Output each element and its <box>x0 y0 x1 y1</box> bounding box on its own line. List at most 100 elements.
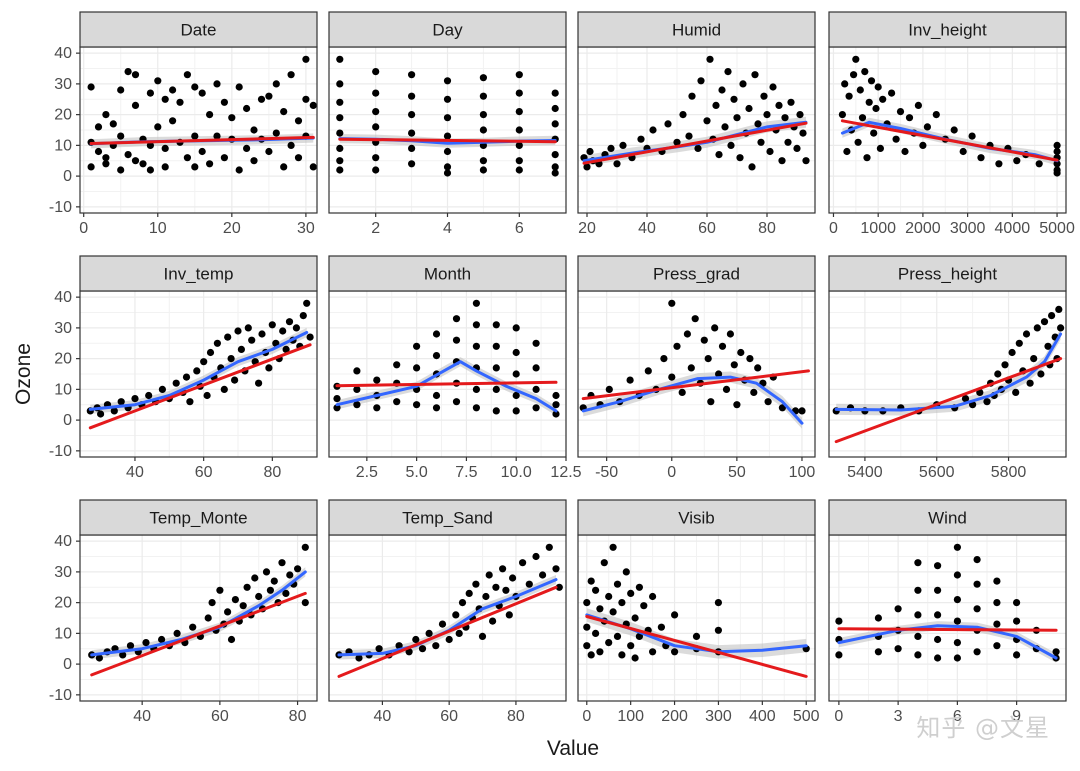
data-point <box>452 398 461 406</box>
linear-fit-line-inv-height <box>840 119 1059 162</box>
linear-fit-line-humid <box>582 121 808 165</box>
data-point <box>372 166 380 174</box>
data-point <box>1053 141 1061 149</box>
data-point <box>856 86 864 94</box>
data-point <box>158 635 166 644</box>
data-point <box>750 388 758 396</box>
linear-fit-line-press-height <box>834 357 1063 444</box>
data-point <box>959 147 967 156</box>
data-point <box>993 620 1001 628</box>
x-tick-label: 20 <box>578 220 596 237</box>
facet-label-press-height: Press_height <box>898 265 998 284</box>
data-point <box>131 157 140 165</box>
data-point <box>393 361 401 369</box>
data-point <box>587 651 595 659</box>
data-point <box>203 391 211 400</box>
data-point <box>255 592 263 601</box>
data-point <box>605 592 613 601</box>
data-point <box>282 589 290 598</box>
data-point <box>733 114 741 122</box>
data-point <box>220 154 228 162</box>
data-point <box>102 154 110 162</box>
data-point <box>257 95 266 103</box>
data-point <box>492 407 500 415</box>
data-point <box>224 333 232 341</box>
data-point <box>703 117 711 125</box>
data-point <box>272 129 280 137</box>
x-tick-label: 4 <box>443 220 452 237</box>
data-point <box>515 157 523 165</box>
data-point <box>973 605 981 613</box>
x-tick-label: 7.5 <box>455 464 477 481</box>
x-tick-label: 0 <box>667 464 676 481</box>
data-point <box>953 639 962 647</box>
data-point <box>443 147 452 156</box>
x-tick-label: 6 <box>953 708 962 725</box>
data-point <box>303 299 311 307</box>
data-point <box>87 163 95 171</box>
data-point <box>208 599 216 607</box>
data-point <box>555 583 563 591</box>
data-point <box>336 114 344 122</box>
facet-strip-press-grad <box>577 255 816 292</box>
data-point <box>372 89 380 97</box>
data-point <box>270 577 278 585</box>
y-axis-title: Ozone <box>12 343 35 405</box>
data-point <box>336 55 344 63</box>
data-point <box>874 648 883 656</box>
data-point <box>191 132 199 140</box>
data-point <box>894 605 902 613</box>
linear-fit-line-month <box>335 380 558 388</box>
data-point <box>1037 370 1045 378</box>
data-point <box>525 580 533 588</box>
data-point <box>119 651 127 659</box>
x-tick-label: 60 <box>698 220 716 237</box>
data-point <box>258 330 266 338</box>
data-point <box>139 160 147 168</box>
data-point <box>688 92 696 100</box>
data-point <box>512 370 520 378</box>
x-tick-label: 5.0 <box>406 464 428 481</box>
data-point <box>715 370 723 378</box>
data-point <box>888 89 896 97</box>
data-point <box>154 77 162 85</box>
data-point <box>532 364 540 372</box>
data-point <box>754 120 762 128</box>
data-point <box>353 367 361 375</box>
data-point <box>191 83 199 91</box>
linear-fit-line-wind <box>837 627 1058 632</box>
data-point <box>243 144 251 152</box>
data-point <box>737 348 745 357</box>
linear-fit-line-day <box>338 137 557 144</box>
data-point <box>613 580 622 588</box>
facet-label-temp-sand: Temp_Sand <box>402 509 493 528</box>
x-tick-label: 0 <box>79 220 88 237</box>
x-tick-label: 1000 <box>860 220 896 237</box>
data-point <box>1035 160 1043 168</box>
data-point <box>432 391 441 400</box>
data-point <box>294 565 302 573</box>
data-point <box>953 571 962 579</box>
data-point <box>443 163 452 171</box>
data-point <box>443 132 452 140</box>
data-point <box>879 95 887 103</box>
data-point <box>769 83 777 91</box>
data-point <box>492 583 500 591</box>
data-point <box>733 401 741 409</box>
data-point <box>914 632 922 641</box>
data-point <box>458 599 467 607</box>
data-point <box>901 147 909 156</box>
data-point <box>532 404 540 412</box>
data-point <box>587 577 595 585</box>
data-point <box>845 92 853 100</box>
data-point <box>793 144 801 152</box>
data-point <box>213 80 221 88</box>
data-point <box>896 108 905 116</box>
data-point <box>841 80 849 88</box>
data-point <box>934 562 942 570</box>
data-point <box>736 154 744 162</box>
x-tick-label: 500 <box>793 708 820 725</box>
data-point <box>393 398 401 406</box>
data-point <box>613 160 621 168</box>
data-point <box>993 577 1001 585</box>
